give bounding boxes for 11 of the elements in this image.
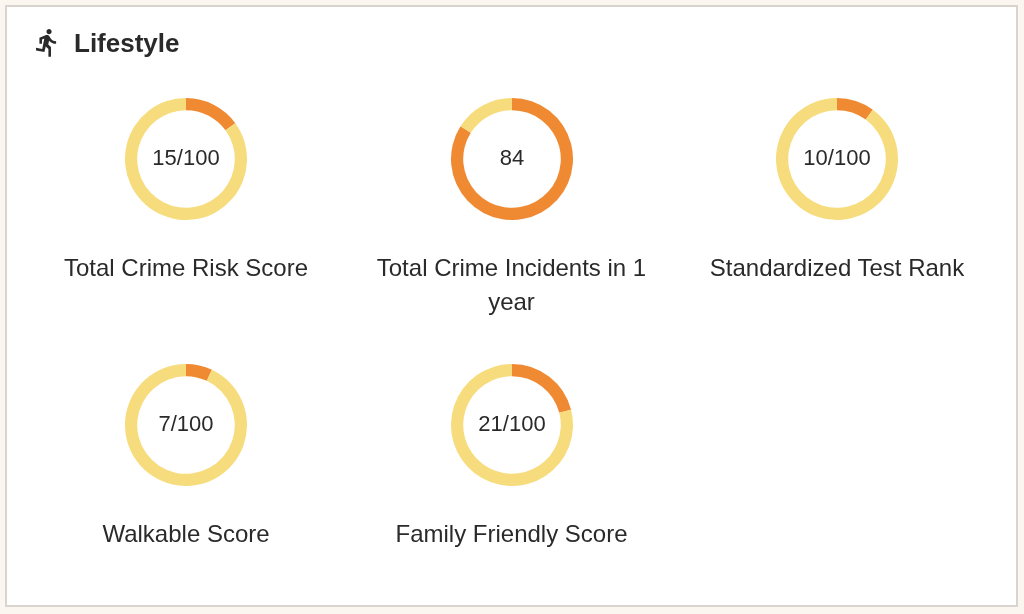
text: 10/100: [803, 145, 871, 171]
text: Total Crime Incidents in 1 year: [375, 253, 648, 317]
text: Lifestyle: [74, 27, 180, 60]
text: Walkable Score: [101, 519, 271, 549]
text: 84: [499, 145, 524, 171]
text: Family Friendly Score: [394, 519, 629, 549]
text: 7/100: [158, 411, 214, 437]
text: 15/100: [152, 145, 220, 171]
text: Standardized Test Rank: [708, 253, 966, 283]
text: Total Crime Risk Score: [62, 253, 310, 283]
text: 21/100: [477, 411, 546, 437]
